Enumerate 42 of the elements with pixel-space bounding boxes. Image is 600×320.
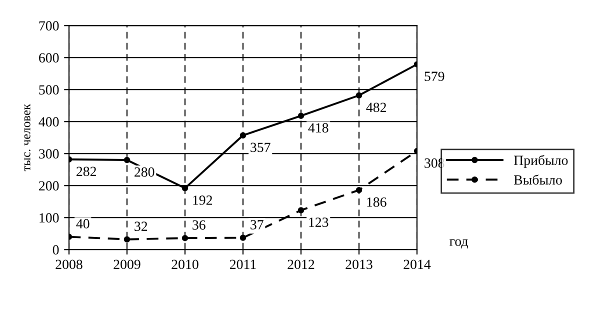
legend-label: Выбыло bbox=[514, 174, 562, 185]
x-tick-label: 2011 bbox=[230, 260, 256, 270]
point bbox=[182, 185, 188, 192]
data-label: 37 bbox=[250, 220, 264, 230]
x-tick-label: 2013 bbox=[346, 260, 372, 270]
x-tick-label: 2012 bbox=[288, 260, 314, 270]
y-tick-label: 700 bbox=[39, 21, 59, 31]
data-label: 280 bbox=[134, 167, 154, 177]
y-tick-label: 200 bbox=[39, 181, 59, 191]
point bbox=[240, 132, 246, 138]
data-label: 40 bbox=[76, 219, 90, 228]
data-label: 123 bbox=[309, 218, 328, 227]
point bbox=[298, 112, 304, 119]
data-label: 32 bbox=[134, 222, 148, 231]
y-tick-label: 400 bbox=[38, 117, 59, 127]
data-label: 418 bbox=[308, 123, 328, 133]
legend-label: Прибыло bbox=[514, 154, 568, 168]
y-tick-label: 500 bbox=[39, 85, 59, 95]
y-axis-title: тыс. человек bbox=[24, 104, 30, 172]
y-tick-label: 300 bbox=[39, 149, 59, 159]
data-label: 186 bbox=[367, 197, 386, 207]
x-tick-label: 2014 bbox=[404, 260, 431, 270]
data-label: 482 bbox=[366, 102, 386, 112]
data-label: 192 bbox=[193, 196, 212, 205]
data-label: 579 bbox=[424, 72, 444, 82]
point bbox=[356, 92, 362, 98]
x-tick-label: 2008 bbox=[56, 260, 82, 270]
x-tick-label: 2009 bbox=[114, 260, 140, 270]
point bbox=[298, 207, 304, 214]
data-label: 36 bbox=[192, 220, 206, 230]
data-label: 282 bbox=[76, 166, 96, 176]
x-axis-title: год bbox=[450, 239, 468, 248]
point bbox=[124, 236, 130, 242]
x-tick-label: 2010 bbox=[172, 260, 198, 270]
point bbox=[356, 186, 362, 194]
point bbox=[124, 156, 130, 164]
y-tick-label: 100 bbox=[40, 213, 59, 223]
point bbox=[182, 234, 188, 242]
point bbox=[240, 234, 246, 241]
y-tick-label: 600 bbox=[39, 53, 59, 63]
y-tick-label: 0 bbox=[52, 245, 59, 255]
data-label: 357 bbox=[250, 142, 270, 152]
